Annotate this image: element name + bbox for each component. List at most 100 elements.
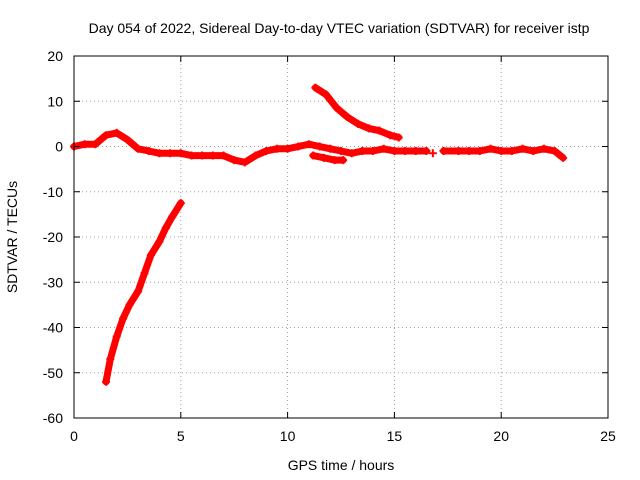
data-point	[309, 151, 318, 160]
x-tick-label: 25	[600, 428, 616, 444]
data-point	[422, 147, 431, 156]
data-point	[176, 149, 185, 158]
data-point	[347, 149, 356, 158]
data-point	[272, 144, 281, 153]
data-point	[529, 147, 538, 156]
data-point	[439, 147, 448, 156]
series-line	[70, 129, 430, 166]
data-point	[354, 119, 363, 128]
data-point	[332, 104, 341, 113]
x-tick-label: 0	[70, 428, 78, 444]
data-point	[208, 151, 217, 160]
data-point	[326, 144, 335, 153]
y-tick-label: -50	[43, 365, 63, 381]
y-tick-label: 20	[47, 48, 63, 64]
data-point	[518, 144, 527, 153]
x-axis-label: GPS time / hours	[288, 457, 395, 473]
y-tick-label: -10	[43, 184, 63, 200]
data-point	[155, 149, 164, 158]
data-point	[294, 142, 303, 151]
data-point	[144, 147, 153, 156]
data-point	[411, 147, 420, 156]
data-point	[364, 124, 373, 133]
data-point	[102, 377, 111, 386]
series-late-trace	[439, 144, 568, 162]
series-main-trace	[70, 128, 431, 167]
data-point	[155, 237, 164, 246]
y-tick-label: 10	[47, 93, 63, 109]
data-point	[283, 144, 292, 153]
data-point	[106, 355, 115, 364]
data-point	[550, 147, 559, 156]
data-point	[168, 212, 177, 221]
data-point	[337, 147, 345, 156]
y-tick-label: -40	[43, 320, 63, 336]
data-point	[187, 151, 196, 160]
data-point	[497, 147, 506, 156]
data-point	[262, 147, 271, 156]
data-point	[339, 156, 348, 165]
data-point	[230, 156, 239, 165]
data-point	[486, 144, 495, 153]
series-descending-arc	[311, 83, 403, 142]
x-tick-label: 20	[493, 428, 509, 444]
data-point	[315, 142, 324, 151]
data-point	[112, 128, 121, 137]
x-tick-label: 10	[280, 428, 296, 444]
data-point	[475, 147, 484, 156]
y-axis-label: SDTVAR / TECUs	[4, 181, 20, 293]
data-point	[146, 251, 155, 260]
x-tick-label: 5	[177, 428, 185, 444]
data-point	[369, 147, 378, 156]
data-point	[428, 149, 437, 158]
data-point	[112, 332, 121, 341]
data-point	[166, 149, 175, 158]
series-line	[309, 152, 347, 164]
data-point	[251, 151, 260, 160]
data-point	[394, 133, 403, 142]
data-point	[140, 269, 149, 278]
data-point	[219, 151, 228, 160]
data-point	[358, 147, 367, 156]
data-layer	[70, 83, 568, 386]
data-point	[134, 144, 143, 153]
data-point	[390, 147, 399, 156]
data-point	[379, 144, 388, 153]
data-point	[507, 147, 516, 156]
data-point	[304, 140, 313, 149]
data-point	[559, 153, 568, 162]
tick-layer: 0 5 10 15 20 25 -60 -50 -40 -30 -20 -10 0 10 20	[43, 48, 616, 444]
data-point	[343, 113, 352, 122]
data-point	[91, 140, 100, 149]
data-point	[311, 83, 320, 92]
data-point	[125, 300, 134, 309]
data-point	[198, 151, 207, 160]
x-tick-label: 15	[387, 428, 403, 444]
data-point	[123, 135, 132, 144]
series-line	[102, 199, 185, 386]
data-point	[240, 158, 249, 167]
data-point	[176, 199, 185, 208]
series-isolated-point	[428, 149, 437, 158]
data-point	[539, 144, 548, 153]
data-point	[102, 131, 111, 140]
y-tick-label: -30	[43, 274, 63, 290]
chart-title: Day 054 of 2022, Sidereal Day-to-day VTE…	[89, 20, 590, 36]
series-rising-arc	[102, 199, 185, 386]
data-point	[319, 153, 328, 162]
data-point	[134, 287, 143, 296]
series-short-segment	[309, 151, 348, 165]
data-point	[322, 90, 331, 99]
data-point	[161, 223, 170, 232]
data-point	[375, 126, 384, 135]
data-point	[119, 314, 128, 323]
data-point	[454, 147, 463, 156]
data-point	[386, 131, 395, 140]
data-point	[330, 156, 339, 165]
data-point	[80, 140, 89, 149]
data-point	[465, 147, 474, 156]
y-tick-label: -60	[43, 410, 63, 426]
y-tick-label: -20	[43, 229, 63, 245]
